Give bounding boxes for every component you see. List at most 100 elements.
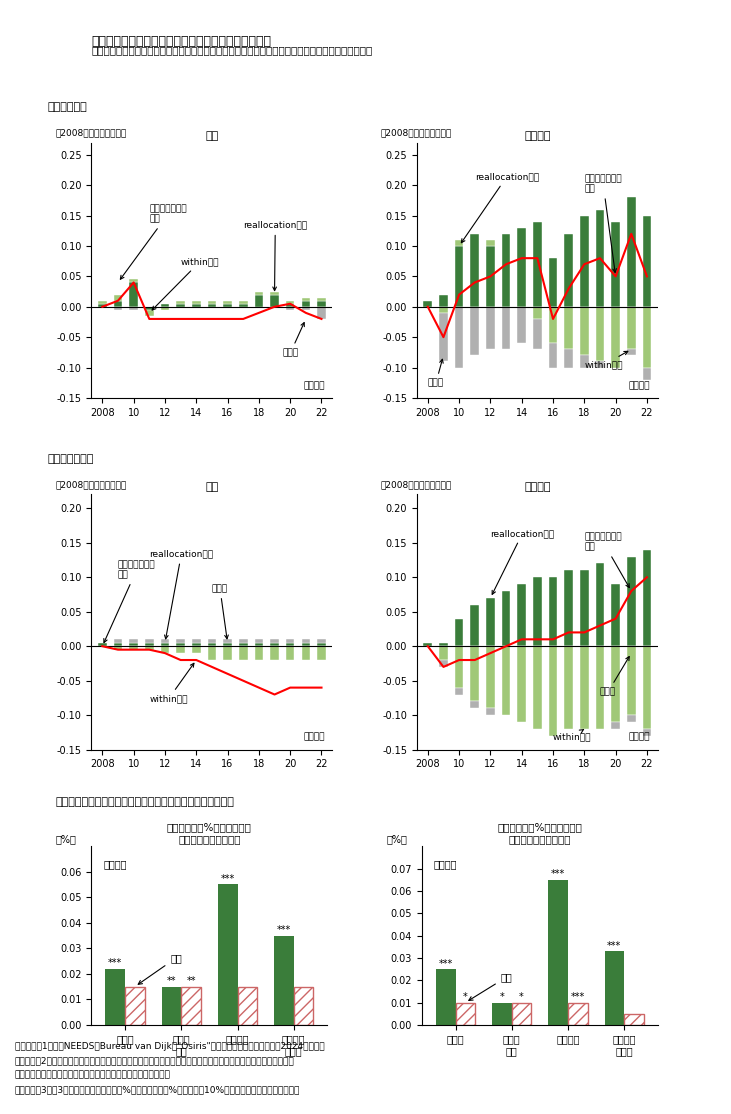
- Bar: [549, 343, 557, 368]
- Bar: [254, 639, 263, 643]
- Text: その他: その他: [282, 323, 304, 358]
- Bar: [208, 646, 216, 659]
- Text: ***: ***: [607, 941, 621, 951]
- Bar: [501, 646, 510, 715]
- Title: 日本: 日本: [205, 482, 219, 492]
- Bar: [145, 646, 154, 649]
- Bar: [129, 646, 138, 649]
- Bar: [564, 306, 573, 350]
- Text: within要因: within要因: [584, 351, 628, 370]
- Text: ***: ***: [439, 959, 453, 969]
- Bar: [161, 306, 170, 310]
- Bar: [286, 306, 295, 310]
- Bar: [486, 598, 495, 646]
- Bar: [533, 222, 542, 306]
- Bar: [114, 301, 122, 306]
- Bar: [439, 313, 448, 361]
- Bar: [533, 646, 542, 729]
- Bar: [317, 306, 326, 319]
- Bar: [105, 969, 125, 1025]
- Bar: [114, 294, 122, 301]
- Bar: [564, 646, 573, 729]
- Bar: [176, 643, 185, 646]
- Text: 日本: 日本: [138, 954, 182, 985]
- Bar: [301, 301, 310, 306]
- Bar: [176, 639, 185, 643]
- Bar: [439, 659, 448, 667]
- Text: （年度）: （年度）: [629, 382, 650, 391]
- Bar: [208, 639, 216, 643]
- Bar: [223, 639, 232, 643]
- Bar: [176, 301, 185, 304]
- Text: アメリカ: アメリカ: [433, 860, 457, 870]
- Bar: [549, 577, 557, 646]
- Text: **: **: [186, 976, 196, 986]
- Bar: [568, 1003, 588, 1025]
- Bar: [455, 1003, 475, 1025]
- Bar: [98, 643, 107, 646]
- Text: コラム１－４図　日米企業のマークアップ率等の比較: コラム１－４図 日米企業のマークアップ率等の比較: [91, 35, 271, 48]
- Bar: [486, 240, 495, 246]
- Bar: [238, 987, 257, 1025]
- Text: （2008年対比累積寄与）: （2008年対比累積寄与）: [56, 480, 126, 489]
- Bar: [439, 306, 448, 313]
- Bar: [605, 951, 624, 1025]
- Bar: [611, 722, 620, 729]
- Bar: [254, 294, 263, 306]
- Bar: [301, 297, 310, 301]
- Bar: [208, 301, 216, 304]
- Bar: [596, 209, 605, 306]
- Bar: [286, 646, 295, 659]
- Bar: [161, 643, 170, 646]
- Text: ***: ***: [108, 958, 122, 968]
- Bar: [254, 292, 263, 294]
- Title: アメリカ: アメリカ: [524, 482, 550, 492]
- Bar: [161, 304, 170, 306]
- Bar: [533, 319, 542, 350]
- Text: （年度）: （年度）: [303, 732, 325, 741]
- Bar: [643, 306, 651, 368]
- Bar: [471, 646, 479, 702]
- Bar: [223, 646, 232, 659]
- Text: マークアップ率
全体: マークアップ率 全体: [584, 174, 622, 273]
- Text: （2008年対比累積寄与）: （2008年対比累積寄与）: [381, 128, 452, 138]
- Bar: [239, 643, 248, 646]
- Text: （2008年対比累積寄与）: （2008年対比累積寄与）: [381, 480, 452, 489]
- Bar: [455, 306, 463, 368]
- Text: ***: ***: [277, 925, 291, 935]
- Bar: [286, 643, 295, 646]
- Text: 3．（3）について、＊＊＊は１%水準、＊＊は５%水準、＊は10%水準で有意であることを示す。: 3．（3）について、＊＊＊は１%水準、＊＊は５%水準、＊は10%水準で有意である…: [15, 1085, 300, 1094]
- Text: （年度）: （年度）: [303, 382, 325, 391]
- Text: reallocation要因: reallocation要因: [149, 549, 213, 638]
- Text: マークアップ率
全体: マークアップ率 全体: [584, 532, 629, 587]
- Bar: [549, 646, 557, 736]
- Bar: [301, 639, 310, 643]
- Bar: [317, 643, 326, 646]
- Bar: [611, 584, 620, 646]
- Bar: [162, 987, 181, 1025]
- Bar: [208, 304, 216, 306]
- Bar: [161, 639, 170, 643]
- Text: （2008年対比累積寄与）: （2008年対比累積寄与）: [56, 128, 126, 138]
- Bar: [270, 643, 279, 646]
- Text: 2．マークアップ率は、生産を一単位追加することに伴い発生する追加的費用（限界費用）に対する製品: 2．マークアップ率は、生産を一単位追加することに伴い発生する追加的費用（限界費用…: [15, 1056, 295, 1065]
- Text: （備考）　1．日経NEEDS、Bureau van Dijk社"Osiris"により作成。詳細は、高田（2024）参照。: （備考） 1．日経NEEDS、Bureau van Dijk社"Osiris"に…: [15, 1042, 325, 1051]
- Bar: [455, 240, 463, 246]
- Text: （年度）: （年度）: [629, 732, 650, 741]
- Bar: [254, 643, 263, 646]
- Bar: [501, 234, 510, 306]
- Bar: [627, 715, 635, 722]
- Bar: [486, 646, 495, 709]
- Text: *: *: [499, 993, 504, 1003]
- Bar: [549, 306, 557, 343]
- Bar: [114, 306, 122, 310]
- Bar: [317, 646, 326, 659]
- Bar: [492, 1003, 512, 1025]
- Bar: [317, 297, 326, 301]
- Text: マークアップ率
全体: マークアップ率 全体: [104, 560, 156, 643]
- Bar: [145, 639, 154, 643]
- Bar: [145, 643, 154, 646]
- Text: その他: その他: [600, 656, 629, 696]
- Bar: [596, 361, 605, 368]
- Text: その他: その他: [428, 360, 444, 388]
